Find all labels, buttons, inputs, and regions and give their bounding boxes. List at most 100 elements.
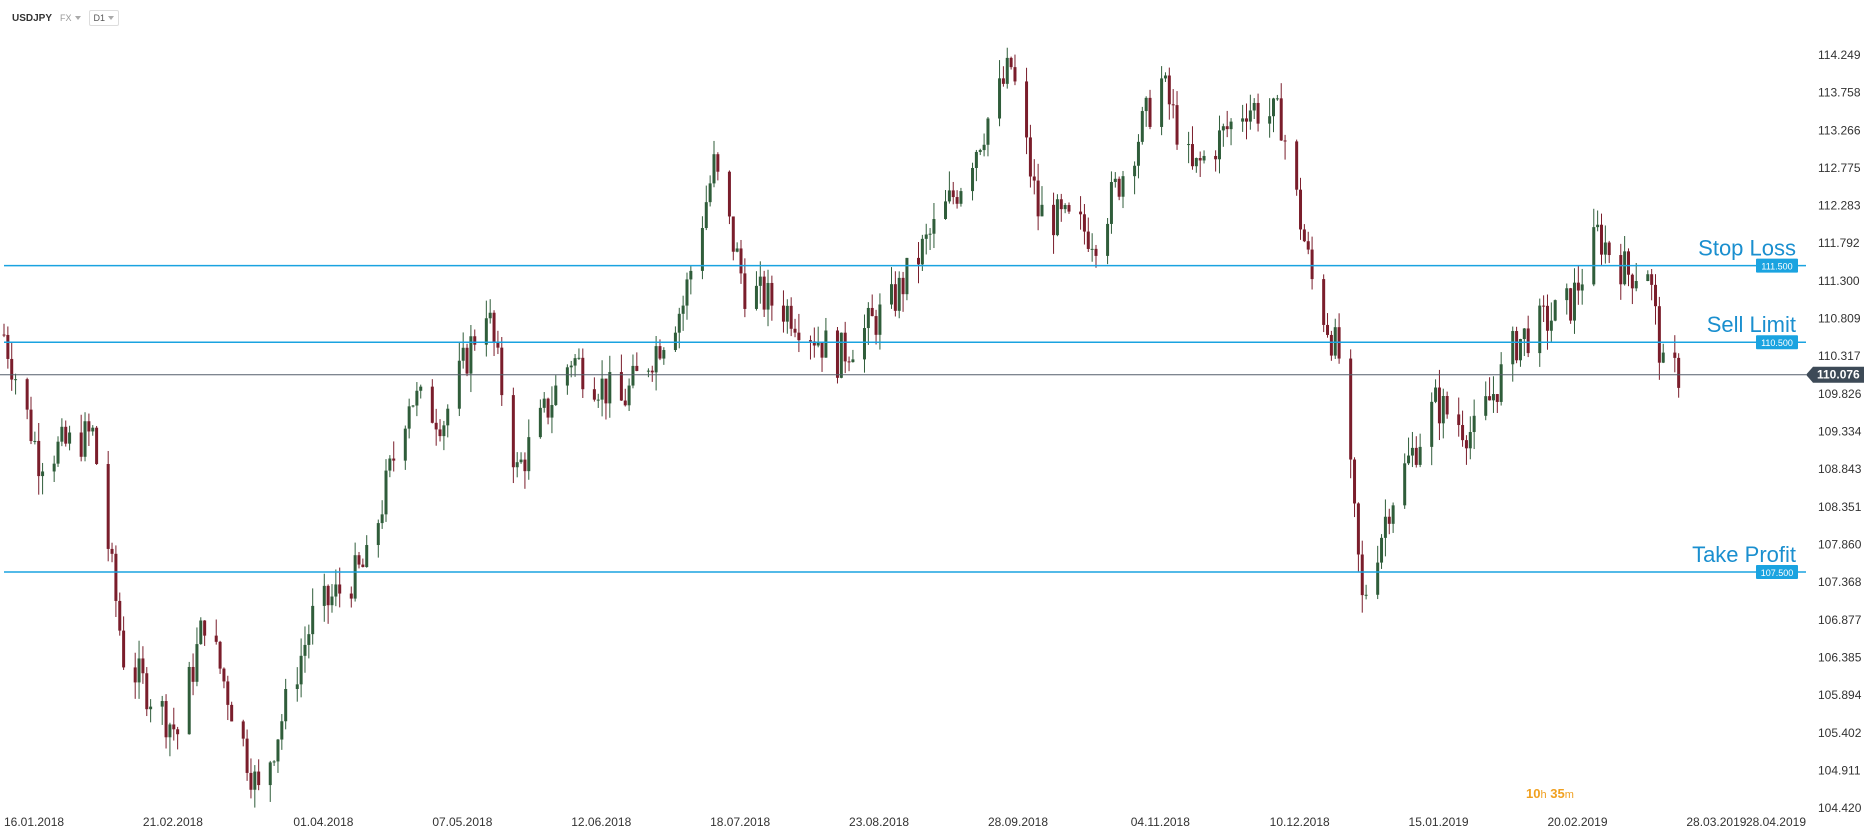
candle-bull <box>1403 463 1407 506</box>
candle-bear <box>176 729 180 735</box>
candle-bear <box>893 284 897 311</box>
candle-bull <box>1241 118 1245 122</box>
candle-bull <box>1383 516 1387 538</box>
candle-bull <box>1202 155 1206 161</box>
candle-bear <box>110 548 114 554</box>
candle-bear <box>1464 440 1468 449</box>
candle-bear <box>249 772 253 790</box>
candle-bull <box>322 585 326 606</box>
candle-bull <box>1511 331 1515 365</box>
x-tick-label: 04.11.2018 <box>1131 815 1190 829</box>
y-tick-label: 107.860 <box>1818 537 1862 551</box>
candle-bull <box>311 605 315 635</box>
candle-bear <box>1244 118 1248 122</box>
candle-bear <box>500 347 504 396</box>
candle-bear <box>1256 102 1260 124</box>
candle-bear <box>789 305 793 329</box>
candle-bear <box>37 440 41 477</box>
candle-bull <box>1113 178 1117 182</box>
candle-bull <box>565 367 569 386</box>
candle-bull <box>550 405 554 418</box>
candle-bull <box>1661 352 1665 363</box>
x-tick-label: 28.03.2019 <box>1686 815 1746 829</box>
candle-bull <box>160 701 164 707</box>
candle-bull <box>1441 395 1445 424</box>
candle-bear <box>2 334 6 336</box>
candle-bull <box>978 150 982 152</box>
candle-bull <box>1522 328 1526 340</box>
candle-bull <box>52 463 56 472</box>
candle-bull <box>959 191 963 204</box>
candle-bear <box>241 721 245 739</box>
market-select[interactable]: FX <box>60 13 81 23</box>
candle-bear <box>917 257 921 265</box>
candle-bear <box>87 421 91 432</box>
candle-bull <box>735 248 739 252</box>
candle-bear <box>1117 178 1121 197</box>
candle-bear <box>808 340 812 342</box>
candle-bear <box>1306 241 1310 250</box>
candle-bear <box>430 386 434 423</box>
candle-bull <box>60 426 64 442</box>
candle-bull <box>944 201 948 220</box>
candle-bear <box>1360 554 1364 596</box>
candle-bull <box>1121 176 1125 197</box>
candle-bear <box>245 738 249 773</box>
candle-bull <box>1364 594 1368 596</box>
candle-bull <box>1380 537 1384 563</box>
candle-bear <box>1299 189 1303 230</box>
candle-bull <box>866 307 870 329</box>
candle-bull <box>1518 339 1522 361</box>
candle-bull <box>457 360 461 409</box>
candle-bear <box>1279 98 1283 141</box>
candle-bear <box>226 681 230 705</box>
candle-bull <box>442 425 446 437</box>
timeframe-select[interactable]: D1 <box>88 10 120 26</box>
candle-bear <box>164 701 168 738</box>
candle-bear <box>1488 396 1492 401</box>
candle-bear <box>357 555 361 565</box>
candle-bear <box>122 630 126 668</box>
candle-bear <box>951 190 955 198</box>
candle-bull <box>608 372 612 404</box>
candle-bull <box>785 305 789 322</box>
candle-bear <box>1001 78 1005 84</box>
candle-bull <box>384 470 388 515</box>
y-tick-label: 113.266 <box>1818 123 1861 137</box>
candle-bear <box>1148 97 1152 127</box>
candle-bull <box>986 118 990 145</box>
candle-bull <box>330 596 334 606</box>
x-tick-label: 20.02.2019 <box>1547 815 1607 829</box>
candle-bear <box>1349 358 1353 460</box>
candle-bull <box>662 350 666 359</box>
candle-bull <box>1499 364 1503 402</box>
x-tick-label: 28.09.2018 <box>988 815 1048 829</box>
candle-bear <box>1461 425 1465 441</box>
candle-bull <box>14 379 18 381</box>
candle-bull <box>1229 121 1233 130</box>
candle-bear <box>581 357 585 390</box>
candle-bull <box>1603 242 1607 255</box>
candle-bull <box>554 385 558 406</box>
candle-bear <box>1009 57 1013 68</box>
candle-bear <box>1086 231 1090 249</box>
candle-bear <box>623 400 627 406</box>
candle-bear <box>496 342 500 348</box>
candle-bear <box>793 328 797 333</box>
candle-bull <box>411 405 415 407</box>
candle-bear <box>739 248 743 274</box>
candle-bull <box>307 634 311 645</box>
countdown-minutes: 35 <box>1550 786 1565 801</box>
symbol-label[interactable]: USDJPY <box>12 12 53 24</box>
chevron-down-icon <box>74 16 81 20</box>
candle-bull <box>1333 327 1337 356</box>
candle-bull <box>1484 396 1488 416</box>
candle-bear <box>361 564 365 568</box>
candle-bull <box>1248 110 1252 122</box>
candle-bear <box>133 667 137 683</box>
candle-bear <box>1079 211 1083 215</box>
candle-bear <box>1013 67 1017 82</box>
candle-bull <box>488 312 492 319</box>
candle-bull <box>905 257 909 295</box>
